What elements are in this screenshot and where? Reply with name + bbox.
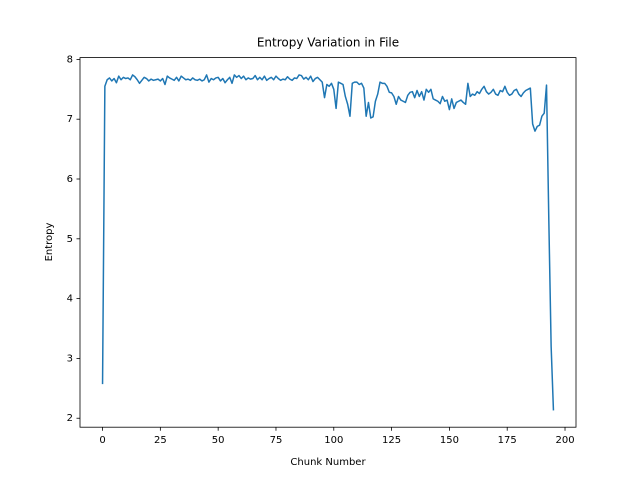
y-axis-label: Entropy: [44, 222, 55, 261]
x-tick-label: 150: [440, 435, 459, 446]
y-tick-label: 5: [67, 234, 73, 245]
x-tick-label: 200: [555, 435, 574, 446]
x-tick-label: 25: [154, 435, 167, 446]
x-tick-label: 100: [324, 435, 343, 446]
x-tick-label: 175: [498, 435, 517, 446]
y-tick-label: 7: [67, 114, 73, 125]
x-tick-label: 0: [99, 435, 105, 446]
y-tick-label: 8: [67, 54, 73, 65]
x-tick-label: 50: [212, 435, 225, 446]
y-tick-label: 3: [67, 353, 73, 364]
y-tick-label: 6: [67, 174, 73, 185]
y-tick-label: 2: [67, 413, 73, 424]
chart-title: Entropy Variation in File: [257, 36, 399, 50]
y-tick-label: 4: [67, 294, 73, 305]
data-line: [101, 74, 555, 411]
x-axis-label: Chunk Number: [290, 457, 366, 468]
x-tick-label: 75: [270, 435, 283, 446]
plot-frame: [79, 57, 577, 428]
x-tick-label: 125: [382, 435, 401, 446]
